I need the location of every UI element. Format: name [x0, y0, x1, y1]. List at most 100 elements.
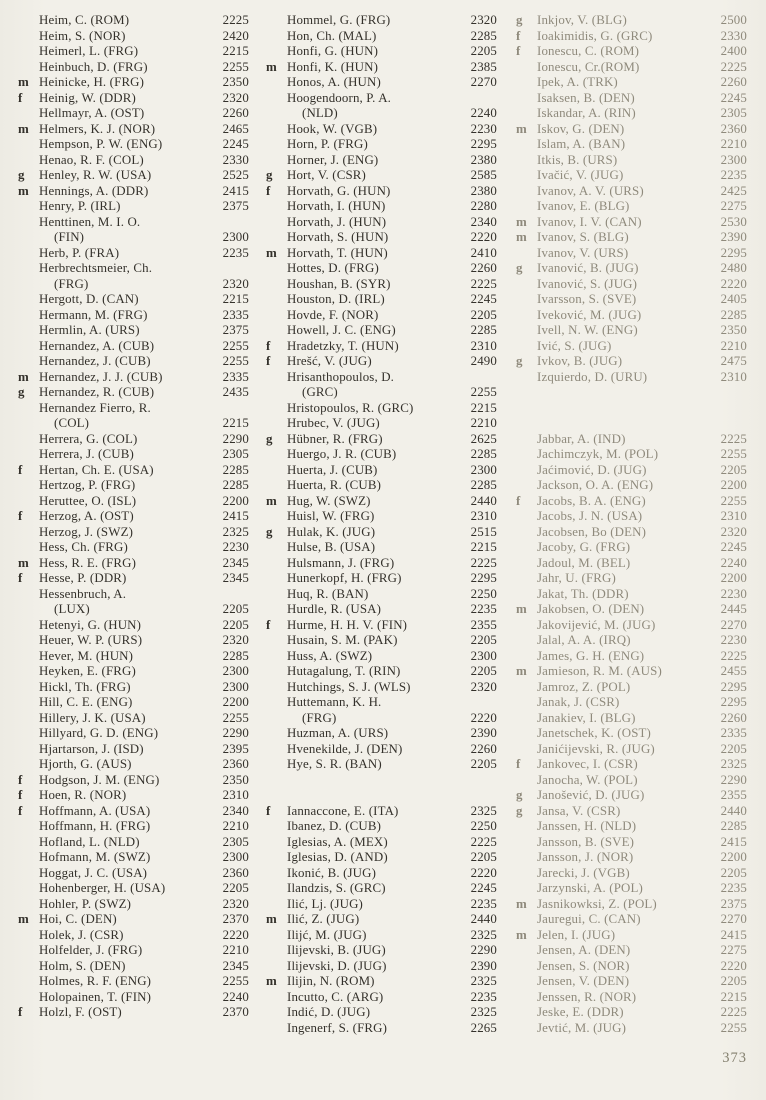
title-prefix: [266, 680, 287, 696]
rating-value: 2360: [720, 121, 747, 136]
list-item: Jachimczyk, M. (POL) 2255: [516, 447, 747, 463]
rating-value: 2210: [222, 943, 249, 957]
title-prefix: f: [266, 338, 271, 353]
list-item: Indić, D. (JUG) 2325: [266, 1005, 497, 1021]
player-name: Hradetzky, T. (HUN): [287, 338, 399, 353]
list-item: Hernandez, A. (CUB) 2255: [18, 339, 249, 355]
player-name: Ilić, Lj. (JUG): [287, 896, 363, 911]
title-prefix: f: [266, 183, 271, 198]
title-prefix: [18, 928, 39, 944]
list-item: m Hoi, C. (DEN) 2370: [18, 912, 249, 928]
list-item: g Hort, V. (CSR) 2585: [266, 168, 497, 184]
title-prefix: [18, 137, 39, 153]
list-item: Hurdle, R. (USA) 2235: [266, 602, 497, 618]
title-prefix: [516, 711, 537, 727]
list-item: Hoggat, J. C. (USA) 2360: [18, 866, 249, 882]
player-name: Herzog, A. (OST): [39, 509, 134, 523]
list-item: g Hulak, K. (JUG) 2515: [266, 525, 497, 541]
player-name: Jenssen, R. (NOR): [537, 989, 637, 1004]
title-prefix: [266, 44, 287, 60]
rating-value: 2310: [720, 509, 747, 523]
player-name: Hofland, L. (NLD): [39, 834, 140, 849]
list-item: Ilijevski, D. (JUG) 2390: [266, 959, 497, 975]
list-item: Heuer, W. P. (URS) 2320: [18, 633, 249, 649]
title-prefix: f: [266, 617, 271, 632]
player-name: Ionescu, C. (ROM): [537, 44, 640, 58]
list-item: Jamroz, Z. (POL) 2295: [516, 680, 747, 696]
list-item: f Hurme, H. H. V. (FIN) 2355: [266, 618, 497, 634]
player-name: Heinbuch, D. (FRG): [39, 59, 148, 74]
list-item: Huerta, J. (CUB) 2300: [266, 463, 497, 479]
player-name: Hernandez, R. (CUB): [39, 385, 155, 399]
rating-value: 2445: [720, 602, 747, 616]
rating-value: 2320: [470, 679, 497, 694]
list-item: m Heinicke, H. (FRG) 2350: [18, 75, 249, 91]
rating-value: 2290: [470, 943, 497, 957]
list-item: Horvath, S. (HUN) 2220: [266, 230, 497, 246]
list-item: Henry, P. (IRL) 2375: [18, 199, 249, 215]
list-item: Incutto, C. (ARG) 2235: [266, 990, 497, 1006]
rating-value: 2200: [222, 695, 249, 709]
list-item-continuation: (FIN) 2300: [18, 230, 249, 246]
title-prefix: [516, 478, 537, 494]
rating-value: 2305: [222, 447, 249, 461]
blank-line: [516, 416, 747, 432]
title-prefix: [516, 742, 537, 758]
list-item: Jansson, B. (SVE) 2415: [516, 835, 747, 851]
list-item: Itkis, B. (URS) 2300: [516, 153, 747, 169]
rating-value: 2200: [720, 571, 747, 585]
rating-value: 2320: [470, 13, 497, 27]
title-prefix: f: [18, 803, 23, 818]
player-name: Janetschek, K. (OST): [537, 726, 651, 740]
rating-value: 2225: [222, 13, 249, 27]
title-prefix: [18, 29, 39, 45]
rating-value: 2240: [720, 555, 747, 570]
rating-value: 2285: [222, 648, 249, 663]
list-item: Hovde, F. (NOR) 2205: [266, 308, 497, 324]
list-item: Hernandez Fierro, R.: [18, 401, 249, 417]
list-item: Hetenyi, G. (HUN) 2205: [18, 618, 249, 634]
rating-value: 2215: [470, 540, 497, 554]
rating-value: 2530: [720, 214, 747, 229]
rating-value: 2285: [470, 447, 497, 461]
list-item: Howell, J. C. (ENG) 2285: [266, 323, 497, 339]
federation-continuation: (FIN): [54, 230, 85, 244]
rating-value: 2305: [222, 834, 249, 849]
rating-value: 2295: [720, 245, 747, 260]
rating-value: 2255: [222, 59, 249, 74]
title-prefix: [516, 137, 537, 153]
title-prefix: m: [18, 555, 29, 570]
title-prefix: [516, 726, 537, 742]
player-name: Iskov, G. (DEN): [537, 121, 625, 136]
rating-value: 2205: [470, 633, 497, 647]
rating-value: 2335: [222, 307, 249, 322]
rating-value: 2245: [720, 90, 747, 105]
list-item: Hessenbruch, A.: [18, 587, 249, 603]
list-item: Herzog, J. (SWZ) 2325: [18, 525, 249, 541]
list-item: Izquierdo, D. (URU) 2310: [516, 370, 747, 386]
list-item: Herrera, G. (COL) 2290: [18, 432, 249, 448]
blank-line: [266, 788, 497, 804]
rating-value: 2355: [470, 617, 497, 632]
title-prefix: [18, 540, 39, 556]
player-name: Houshan, B. (SYR): [287, 276, 391, 291]
title-prefix: [266, 230, 287, 246]
title-prefix: [516, 819, 537, 835]
list-item: f Hodgson, J. M. (ENG) 2350: [18, 773, 249, 789]
rating-value: 2270: [470, 75, 497, 89]
title-prefix: [266, 819, 287, 835]
rating-value: 2435: [222, 385, 249, 399]
title-prefix: [266, 215, 287, 231]
blank-line: [266, 773, 497, 789]
title-prefix: [516, 106, 537, 122]
rating-value: 2300: [720, 152, 747, 167]
list-item: g Jansa, V. (CSR) 2440: [516, 804, 747, 820]
list-item: Hohenberger, H. (USA) 2205: [18, 881, 249, 897]
rating-value: 2320: [222, 633, 249, 647]
rating-value: 2210: [470, 416, 497, 430]
title-prefix: g: [266, 431, 273, 446]
rating-value: 2260: [222, 106, 249, 120]
title-prefix: [266, 897, 287, 913]
title-prefix: [18, 292, 39, 308]
player-name: Henley, R. W. (USA): [39, 168, 152, 182]
